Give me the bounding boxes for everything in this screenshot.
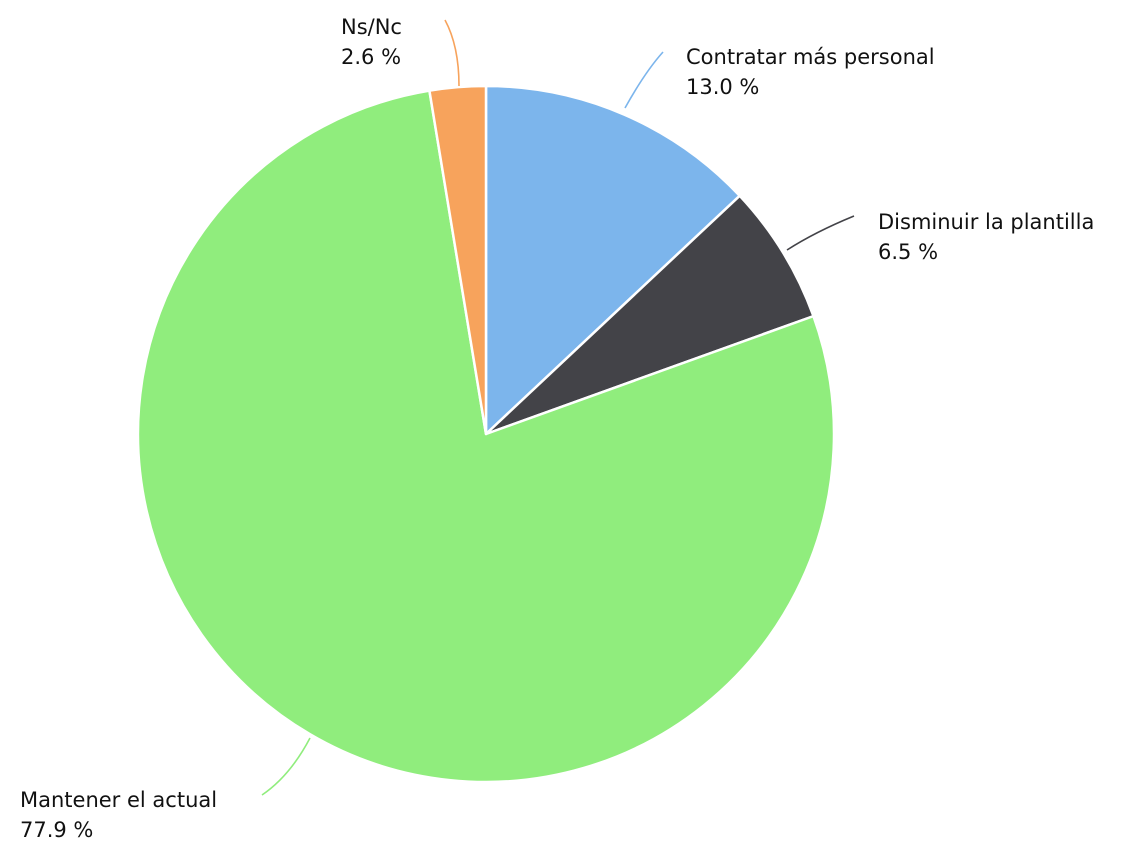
labels-layer: Contratar más personal 13.0 % Disminuir la…	[20, 15, 1094, 842]
slice-label-mantener-el-actual: Mantener el actual	[20, 788, 217, 812]
slice-value-contratar-mas-personal: 13.0 %	[686, 75, 759, 99]
connector-line-contratar-mas-personal	[624, 51, 664, 109]
connector-line-disminuir-la-plantilla	[786, 215, 855, 251]
slice-value-disminuir-la-plantilla: 6.5 %	[878, 240, 938, 264]
slice-value-ns-nc: 2.6 %	[341, 45, 401, 69]
pie-slice-disminuir-la-plantilla	[484, 194, 815, 436]
connector-line-mantener-el-actual	[261, 737, 311, 796]
slice-label-ns-nc: Ns/Nc	[341, 15, 402, 39]
pie-slice-mantener-el-actual	[136, 89, 836, 784]
connector-line-ns-nc	[444, 19, 460, 87]
slice-label-disminuir-la-plantilla: Disminuir la plantilla	[878, 210, 1094, 234]
connectors-layer	[261, 19, 855, 796]
slices-layer	[136, 84, 836, 784]
pie-slice-contratar-mas-personal	[484, 84, 741, 436]
slice-value-mantener-el-actual: 77.9 %	[20, 818, 93, 842]
pie-slice-ns-nc	[428, 84, 488, 436]
slice-label-contratar-mas-personal: Contratar más personal	[686, 45, 935, 69]
